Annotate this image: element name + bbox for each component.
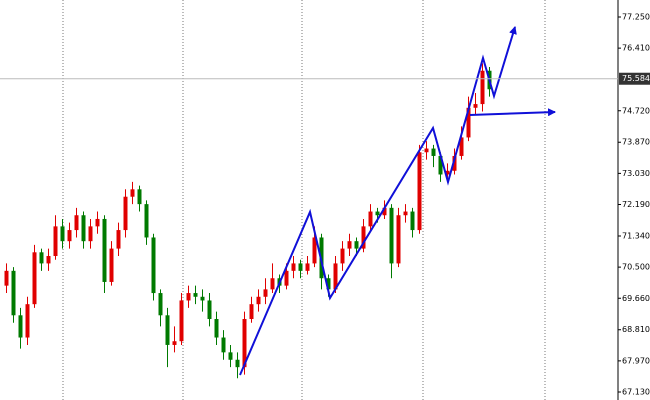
candle-body	[424, 148, 429, 153]
candle-body	[382, 207, 387, 216]
candle-body	[480, 70, 485, 105]
candle-body	[11, 270, 16, 316]
candle-body	[354, 241, 359, 249]
candle-body	[263, 289, 268, 297]
candle-body	[375, 211, 380, 216]
y-tick-label: 74.720	[622, 106, 650, 115]
candle-body	[25, 304, 30, 338]
candle-body	[102, 218, 107, 282]
candle-body	[186, 293, 191, 301]
current-price-label: 75.584	[622, 74, 650, 83]
y-tick-label: 67.130	[622, 388, 650, 397]
candle-body	[438, 155, 443, 175]
candle-body	[361, 226, 366, 249]
candle-body	[298, 263, 303, 271]
candle-body	[151, 237, 156, 294]
candle-body	[200, 296, 205, 301]
y-tick-label: 72.190	[622, 200, 650, 209]
y-tick-label: 76.410	[622, 44, 650, 53]
candle-body	[214, 319, 219, 338]
candle-body	[403, 211, 408, 216]
candle-body	[137, 189, 142, 205]
candle-body	[340, 248, 345, 264]
candle-body	[60, 226, 65, 242]
y-tick-label: 73.870	[622, 138, 650, 147]
y-tick-label: 77.250	[622, 13, 650, 22]
y-tick-label: 67.970	[622, 356, 650, 365]
candle-body	[452, 155, 457, 171]
candle-body	[95, 218, 100, 227]
candle-body	[466, 107, 471, 138]
current-price-box	[619, 72, 650, 85]
candle-body	[46, 256, 51, 264]
candle-body	[396, 215, 401, 264]
candle-body	[193, 293, 198, 297]
candle-body	[144, 204, 149, 238]
candle-body	[431, 148, 436, 156]
candle-body	[74, 215, 79, 231]
candle-body	[228, 352, 233, 360]
candle-body	[347, 241, 352, 249]
candle-body	[158, 293, 163, 316]
candle-body	[291, 263, 296, 271]
candle-body	[207, 300, 212, 320]
trend-arrow	[239, 26, 517, 376]
y-tick-label: 69.660	[622, 294, 650, 303]
candle-body	[81, 215, 86, 242]
candle-body	[235, 359, 240, 368]
candle-body	[4, 270, 9, 286]
candle-body	[32, 252, 37, 305]
candle-body	[242, 319, 247, 368]
candle-body	[333, 263, 338, 290]
candle-body	[172, 341, 177, 345]
trend-arrow	[469, 108, 556, 117]
trend-arrows	[239, 26, 556, 376]
candle-body	[53, 226, 58, 257]
candle-body	[326, 278, 331, 290]
candle-body	[410, 211, 415, 231]
candle-body	[256, 296, 261, 305]
candle-body	[165, 315, 170, 345]
candle-body	[305, 263, 310, 271]
candle-body	[18, 315, 23, 338]
candle-body	[368, 211, 373, 227]
candle-body	[270, 278, 275, 290]
candle-body	[39, 252, 44, 264]
y-tick-label: 68.810	[622, 325, 650, 334]
candle-body	[179, 300, 184, 342]
candle-body	[459, 137, 464, 156]
candle-body	[88, 226, 93, 242]
candle-body	[445, 170, 450, 175]
y-tick-label: 73.030	[622, 169, 650, 178]
candle-body	[221, 337, 226, 353]
candle-body	[116, 230, 121, 249]
y-tick-label: 70.500	[622, 263, 650, 272]
y-tick-label: 71.340	[622, 231, 650, 240]
candle-body	[417, 152, 422, 231]
candles	[4, 63, 492, 379]
candle-body	[389, 207, 394, 264]
candle-body	[130, 189, 135, 197]
candle-body	[67, 230, 72, 242]
candle-body	[473, 104, 478, 108]
candle-body	[109, 248, 114, 282]
candle-body	[249, 304, 254, 320]
candle-body	[284, 270, 289, 286]
candle-body	[312, 237, 317, 264]
candle-body	[123, 196, 128, 231]
